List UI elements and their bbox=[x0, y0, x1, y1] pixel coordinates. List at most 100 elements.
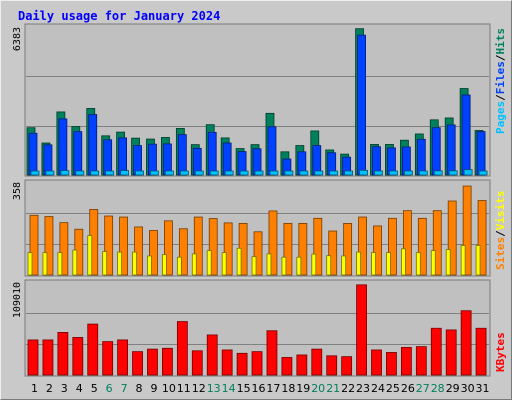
day-label: 4 bbox=[76, 382, 83, 395]
day-label: 24 bbox=[371, 382, 385, 395]
visits-bar bbox=[57, 252, 63, 276]
kbytes-bar bbox=[356, 284, 367, 376]
day-label: 28 bbox=[431, 382, 445, 395]
kbytes-bar bbox=[87, 323, 99, 376]
legend-hits: Hits bbox=[494, 28, 507, 55]
sites-bar bbox=[388, 217, 397, 276]
kbytes-bar bbox=[191, 350, 203, 376]
day-label: 16 bbox=[252, 382, 266, 395]
day-label: 12 bbox=[192, 382, 206, 395]
sites-bar bbox=[253, 231, 263, 276]
kbytes-bar bbox=[311, 348, 323, 376]
day-label: 9 bbox=[151, 382, 158, 395]
day-label: 26 bbox=[401, 382, 415, 395]
sites-bar bbox=[134, 226, 143, 276]
pages-bar bbox=[194, 170, 204, 176]
sites-bar bbox=[313, 217, 323, 276]
files-bar bbox=[446, 124, 456, 176]
day-label: 23 bbox=[356, 382, 370, 395]
day-label: 1 bbox=[31, 382, 38, 395]
sites-bar bbox=[268, 210, 278, 276]
day-label: 29 bbox=[446, 382, 460, 395]
sites-bar bbox=[373, 225, 382, 276]
kbytes-bar bbox=[430, 327, 442, 376]
kbytes-bar bbox=[251, 351, 263, 376]
sites-bar bbox=[402, 210, 412, 276]
sites-bar bbox=[149, 230, 158, 276]
visits-bar bbox=[326, 255, 332, 276]
day-label: 7 bbox=[121, 382, 128, 395]
pages-bar bbox=[329, 170, 339, 176]
kbytes-bar bbox=[475, 327, 487, 376]
legend-separator: / bbox=[494, 94, 507, 101]
kbytes-bar bbox=[400, 347, 412, 376]
kbytes-max-label: 109010 bbox=[12, 282, 23, 318]
pages-bar bbox=[269, 170, 279, 176]
pages-bar bbox=[165, 170, 174, 176]
pages-bar bbox=[45, 170, 55, 176]
pages-bar bbox=[314, 170, 324, 176]
pages-bar bbox=[359, 169, 368, 176]
sites-bar bbox=[44, 216, 54, 276]
pages-bar bbox=[60, 170, 70, 176]
kbytes-bar bbox=[57, 332, 69, 376]
sites-bar bbox=[164, 220, 173, 276]
sites-bar bbox=[358, 216, 367, 276]
legend-sites: Sites bbox=[494, 237, 507, 270]
sites-bar bbox=[343, 222, 353, 276]
day-label: 27 bbox=[416, 382, 430, 395]
kbytes-bar bbox=[296, 354, 308, 376]
day-label: 30 bbox=[461, 382, 475, 395]
files-bar bbox=[103, 139, 113, 176]
day-label: 15 bbox=[237, 382, 251, 395]
sites-bar bbox=[477, 200, 487, 276]
pages-bar bbox=[75, 170, 85, 176]
visits-bar bbox=[221, 252, 227, 276]
files-bar bbox=[207, 131, 217, 176]
files-bar bbox=[177, 134, 187, 176]
legend-hits-group: Pages/Files/Hits bbox=[494, 28, 507, 134]
pages-bar bbox=[284, 170, 294, 176]
visits-bar bbox=[191, 253, 197, 276]
day-label: 21 bbox=[326, 382, 340, 395]
pages-bar bbox=[239, 170, 249, 176]
pages-bar bbox=[433, 170, 443, 176]
pages-bar bbox=[90, 170, 100, 176]
kbytes-bar bbox=[281, 357, 293, 376]
pages-bar bbox=[224, 170, 234, 176]
sites-bar bbox=[59, 222, 69, 276]
day-label: 11 bbox=[177, 382, 191, 395]
files-bar bbox=[43, 144, 53, 176]
pages-bar bbox=[448, 170, 458, 176]
files-bar bbox=[73, 131, 83, 176]
hits-max-label: 6383 bbox=[12, 27, 23, 51]
visits-bar bbox=[475, 245, 481, 276]
day-label: 22 bbox=[341, 382, 355, 395]
pages-bar bbox=[150, 170, 159, 176]
kbytes-bar bbox=[102, 341, 114, 376]
sites-bar bbox=[298, 222, 308, 276]
day-label: 6 bbox=[106, 382, 113, 395]
day-label: 31 bbox=[476, 382, 490, 395]
sites-bar bbox=[208, 218, 218, 276]
pages-bar bbox=[135, 170, 144, 176]
legend-sites-group: Sites/Visits bbox=[494, 191, 507, 271]
visits-bar bbox=[281, 256, 287, 276]
sites-bar bbox=[328, 230, 338, 276]
visits-bar bbox=[176, 256, 182, 276]
kbytes-bar bbox=[147, 348, 158, 376]
day-label: 3 bbox=[61, 382, 68, 395]
day-label: 20 bbox=[311, 382, 325, 395]
kbytes-bar bbox=[341, 356, 353, 376]
pages-bar bbox=[418, 170, 428, 176]
pages-bar bbox=[403, 170, 413, 176]
visits-bar bbox=[206, 250, 212, 276]
visits-bar bbox=[296, 256, 302, 276]
kbytes-bar bbox=[132, 351, 143, 376]
visits-bar bbox=[42, 252, 48, 276]
files-bar bbox=[222, 142, 232, 176]
legend-separator: / bbox=[494, 54, 507, 61]
sites-bar bbox=[119, 216, 129, 276]
files-bar bbox=[148, 143, 157, 176]
visits-bar bbox=[251, 256, 257, 276]
